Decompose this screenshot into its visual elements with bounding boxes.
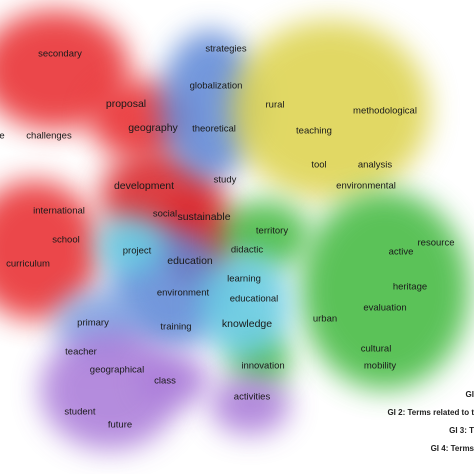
term-proposal: proposal — [105, 97, 147, 110]
term-education: education — [167, 254, 213, 267]
density-blob-cyan-1 — [200, 250, 290, 360]
legend-item-2: GI 2: Terms related to t — [387, 408, 474, 417]
term-environmental: environmental — [336, 180, 396, 192]
term-analysis: analysis — [357, 159, 393, 171]
term-territory: territory — [255, 225, 289, 237]
term-primary: primary — [77, 317, 109, 329]
term-active: active — [388, 246, 414, 258]
term-strategies: strategies — [205, 43, 247, 55]
term-knowledge: knowledge — [221, 317, 273, 330]
density-blob-green-2 — [300, 190, 470, 390]
term-globalization: globalization — [189, 80, 243, 92]
term-educational: educational — [229, 293, 279, 305]
term-challenges: challenges — [26, 130, 72, 142]
term-geographical: geographical — [89, 364, 145, 376]
term-e: e — [0, 130, 5, 142]
term-social: social — [152, 208, 178, 220]
density-blob-purple-2 — [140, 355, 210, 405]
term-resource: resource — [417, 237, 455, 249]
term-study: study — [213, 174, 237, 186]
term-project: project — [122, 245, 152, 257]
legend-item-3: GI 3: T — [449, 426, 474, 435]
term-development: development — [113, 179, 175, 192]
term-training: training — [160, 321, 192, 333]
term-rural: rural — [265, 99, 285, 111]
density-blob-yellow-1 — [230, 20, 430, 200]
term-environment: environment — [156, 287, 210, 299]
term-geography: geography — [128, 121, 178, 134]
term-student: student — [64, 406, 96, 418]
term-class: class — [154, 375, 176, 387]
legend-item-1: GI — [465, 390, 474, 399]
density-blob-cyan-2 — [95, 215, 165, 275]
term-activities: activities — [233, 391, 271, 403]
term-teaching: teaching — [296, 125, 332, 137]
term-international: international — [33, 205, 85, 217]
term-evaluation: evaluation — [363, 302, 407, 314]
density-blob-purple-3 — [210, 375, 290, 435]
term-mobility: mobility — [363, 360, 397, 372]
term-urban: urban — [312, 313, 338, 325]
term-innovation: innovation — [241, 360, 285, 372]
term-methodological: methodological — [353, 105, 417, 117]
term-secondary: secondary — [38, 48, 82, 60]
term-theoretical: theoretical — [192, 123, 236, 135]
term-learning: learning — [227, 273, 261, 285]
term-curriculum: curriculum — [6, 258, 50, 270]
term-school: school — [52, 234, 80, 246]
term-future: future — [107, 419, 133, 431]
term-heritage: heritage — [392, 281, 428, 293]
term-teacher: teacher — [65, 346, 97, 358]
term-sustainable: sustainable — [177, 210, 231, 223]
term-tool: tool — [311, 159, 327, 171]
term-didactic: didactic — [230, 244, 264, 256]
legend-item-4: GI 4: Terms — [430, 444, 474, 453]
term-cultural: cultural — [360, 343, 392, 355]
